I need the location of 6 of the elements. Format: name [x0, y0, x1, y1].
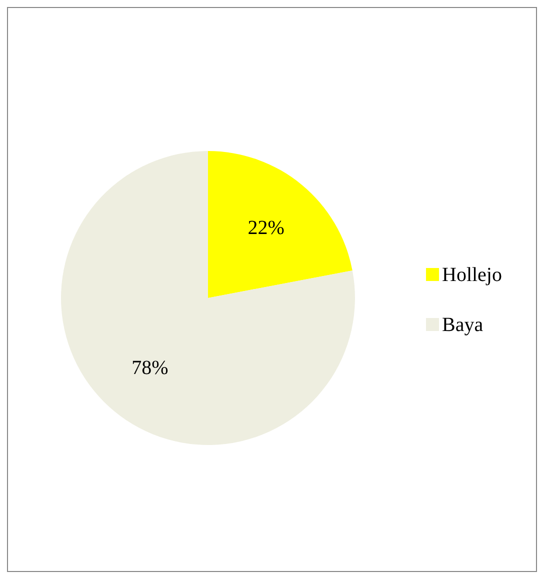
legend-label: Hollejo — [442, 264, 502, 286]
pie-slice — [208, 151, 352, 298]
pie-slice — [61, 151, 355, 445]
legend-label: Baya — [442, 314, 484, 336]
data-label: 78% — [132, 357, 168, 380]
data-label: 22% — [248, 216, 284, 239]
